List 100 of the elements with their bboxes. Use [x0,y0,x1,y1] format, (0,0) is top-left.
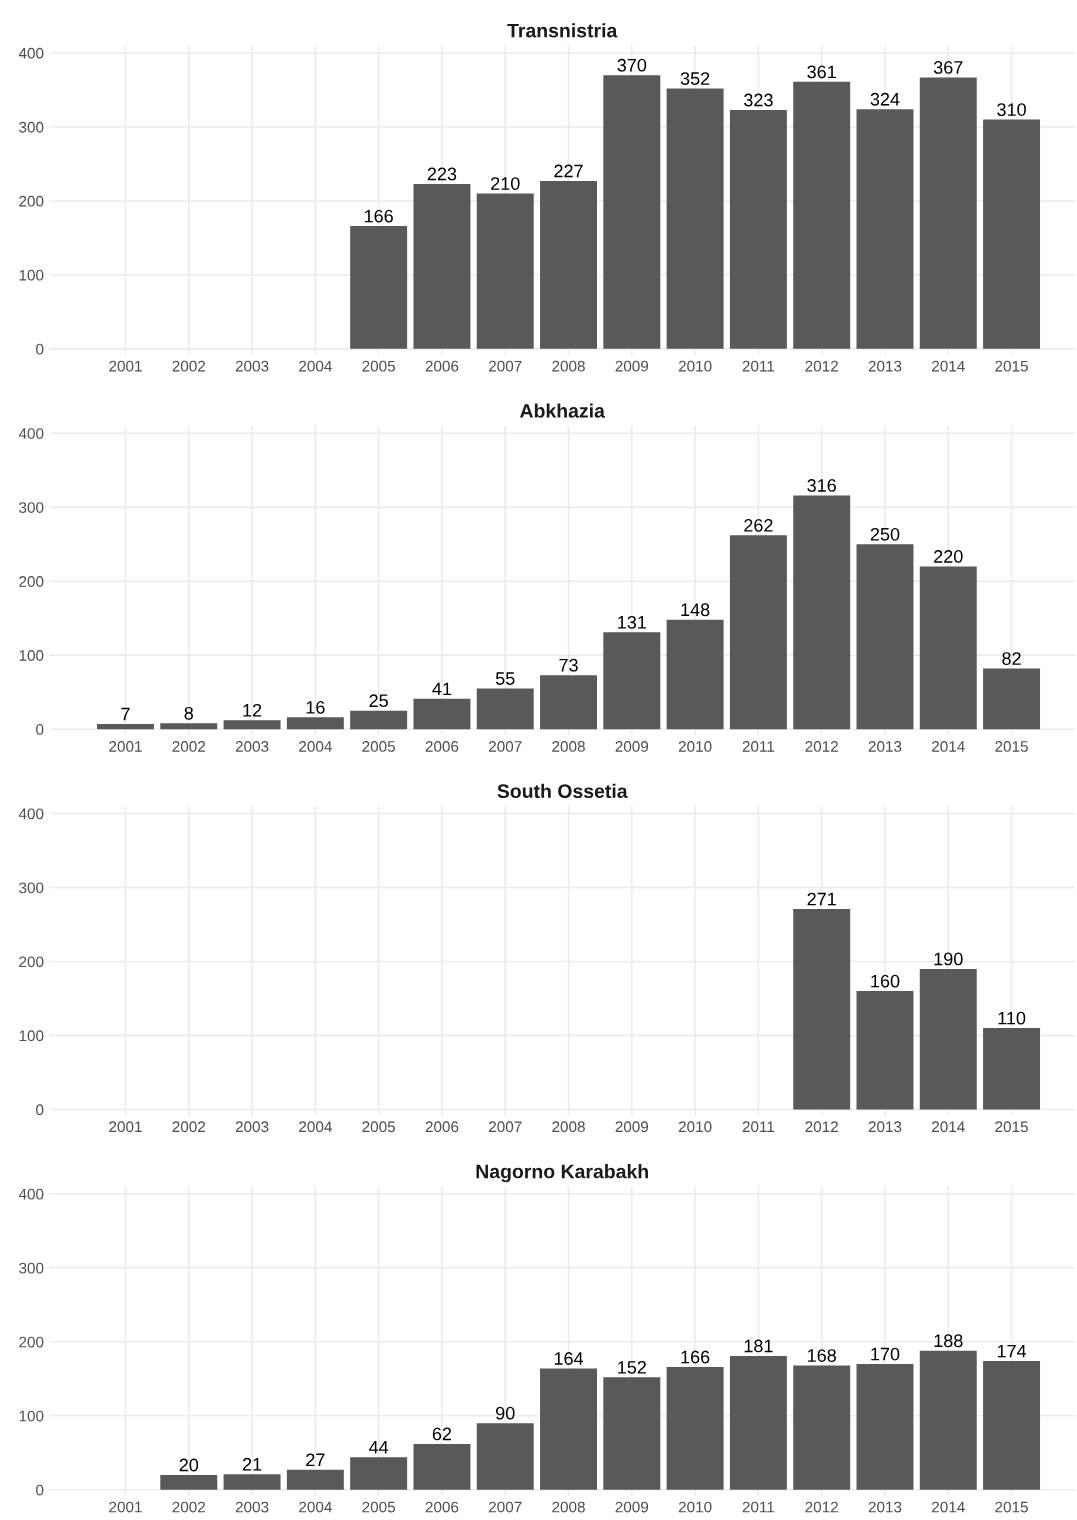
bar [919,566,977,730]
x-tick-label: 2014 [932,360,965,372]
data-label: 361 [807,65,836,79]
data-label: 55 [495,672,515,685]
y-tick-label: 300 [19,502,44,513]
bar [983,1028,1041,1110]
x-tick-label: 2002 [172,1121,206,1133]
x-tick-label: 2015 [995,741,1028,752]
y-tick-label: 400 [18,428,44,439]
data-label: 271 [807,892,836,906]
x-tick-label: 2010 [678,1501,712,1513]
bar [540,675,597,730]
bar [666,88,724,349]
bar [666,619,724,730]
chart-title: South Ossetia [497,783,628,799]
data-label: 188 [934,1334,963,1348]
bar [286,1469,344,1490]
bar [729,535,787,730]
data-label: 370 [617,58,647,72]
x-tick-label: 2005 [362,1501,396,1513]
data-label: 7 [121,707,130,721]
x-tick-label: 2002 [172,1501,206,1513]
bar [856,109,914,349]
x-tick-label: 2008 [552,1121,585,1133]
x-tick-label: 2004 [299,1121,332,1133]
bar [97,723,154,730]
x-tick-label: 2014 [932,1501,965,1513]
y-tick-label: 300 [19,1262,44,1274]
bar [476,1423,534,1490]
bar [793,909,851,1110]
x-tick-label: 2012 [805,741,838,752]
x-tick-label: 2013 [868,1121,902,1133]
data-label: 227 [554,164,583,178]
bar [286,717,344,730]
data-label: 166 [681,1350,710,1364]
data-label: 310 [997,103,1026,116]
x-tick-label: 2005 [362,1121,396,1133]
x-tick-label: 2004 [299,1501,332,1513]
x-tick-label: 2007 [489,741,522,752]
bar [540,1368,597,1490]
x-tick-label: 2013 [868,1501,902,1513]
y-tick-label: 0 [36,724,44,735]
bar [856,544,914,730]
data-label: 160 [871,974,900,988]
data-label: 323 [744,93,773,107]
bar [540,180,597,349]
data-label: 210 [491,177,520,190]
x-tick-label: 2010 [678,360,712,372]
x-tick-label: 2010 [678,741,712,752]
x-tick-label: 2003 [235,741,269,752]
bar [413,1443,471,1490]
data-label: 220 [934,550,963,563]
data-label: 190 [934,952,963,966]
bar [793,1365,851,1490]
bar [223,720,281,730]
data-label: 25 [369,694,388,708]
y-tick-label: 200 [19,576,44,587]
x-tick-label: 2012 [805,1121,838,1133]
bar [983,119,1041,349]
x-tick-label: 2007 [489,1121,522,1133]
data-label: 73 [559,658,578,672]
data-label: 82 [1002,652,1021,665]
bar [793,495,851,730]
data-label: 181 [744,1339,773,1353]
bar [983,1361,1041,1490]
y-tick-label: 100 [19,1410,44,1422]
x-tick-label: 2001 [109,741,142,752]
y-tick-label: 400 [18,47,44,59]
data-label: 166 [364,209,393,223]
x-tick-label: 2001 [109,360,142,372]
bar [603,632,661,730]
x-tick-label: 2004 [299,741,332,752]
y-tick-label: 400 [18,808,44,820]
bar [983,668,1041,730]
bar [476,688,534,730]
x-tick-label: 2012 [805,360,838,372]
bar [476,193,534,349]
x-tick-label: 2009 [615,1121,649,1133]
x-tick-label: 2009 [615,741,649,752]
x-tick-label: 2003 [235,1501,269,1513]
x-tick-label: 2013 [868,360,902,372]
x-tick-label: 2006 [425,1501,459,1513]
x-tick-label: 2005 [362,741,396,752]
x-tick-label: 2015 [995,1501,1028,1513]
data-label: 324 [870,92,900,106]
chart-title: Transnistria [507,23,618,38]
bar [603,1377,661,1490]
y-tick-label: 300 [19,882,44,894]
x-tick-label: 2011 [742,741,775,752]
data-label: 16 [306,700,325,714]
data-label: 27 [306,1453,325,1467]
data-label: 223 [427,167,457,181]
x-tick-label: 2006 [425,360,459,372]
chart-title: Nagorno Karabakh [476,1164,648,1183]
x-tick-label: 2006 [425,741,459,752]
bar [856,1364,914,1490]
x-tick-label: 2014 [932,1121,965,1133]
x-tick-label: 2007 [489,1501,522,1513]
data-label: 148 [681,603,710,617]
x-tick-label: 2005 [362,360,396,372]
